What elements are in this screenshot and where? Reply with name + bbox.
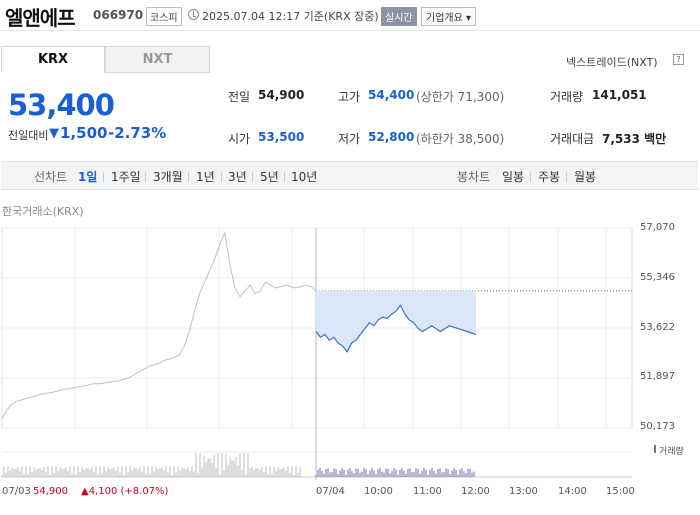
help-icon[interactable]: ? (673, 54, 684, 65)
range-separator (188, 172, 189, 182)
range-3m[interactable]: 3개월 (153, 170, 183, 184)
x-tick-label: 07/04 (316, 486, 345, 497)
volume-legend-mark (654, 445, 656, 453)
range-separator (145, 172, 146, 182)
high-value: 54,400 (368, 88, 415, 102)
amount-label: 거래대금 (550, 132, 595, 146)
chart-source-label: 한국거래소(KRX) (2, 205, 84, 218)
stock-code: 066970 (93, 8, 144, 22)
volume-value: 141,051 (592, 88, 647, 102)
change-rate: -2.73% (108, 124, 167, 142)
change-label: 전일대비 (8, 129, 49, 142)
range-separator (566, 172, 567, 182)
market-badge: 코스피 (146, 7, 182, 26)
prev-close-label: 전일 (228, 90, 251, 104)
y-tick-label: 55,346 (640, 272, 675, 283)
prev-day-date: 07/03 (2, 486, 31, 497)
range-separator (284, 172, 285, 182)
line-chart-label: 선차트 (34, 170, 68, 184)
series-line-prev-day (1, 231, 317, 419)
range-separator (221, 172, 222, 182)
y-tick-label: 51,897 (640, 371, 675, 382)
stock-name: 엘앤에프 (5, 6, 76, 30)
volume-legend: 거래량 (659, 447, 684, 457)
range-5y[interactable]: 5년 (260, 170, 279, 184)
range-toolbar (1, 161, 698, 190)
company-overview-button[interactable]: 기업개요 ▾ (421, 7, 476, 26)
x-tick-label: 10:00 (364, 486, 393, 497)
open-label: 시가 (228, 132, 251, 146)
x-tick-label: 14:00 (558, 486, 587, 497)
candle-weekly[interactable]: 주봉 (538, 170, 561, 184)
series-line-today (315, 304, 477, 353)
y-tick-label: 57,070 (640, 222, 675, 233)
range-1y[interactable]: 1년 (196, 170, 215, 184)
range-1d[interactable]: 1일 (78, 170, 98, 184)
down-arrow-icon: ▼ (49, 126, 59, 141)
x-tick-label: 13:00 (509, 486, 538, 497)
clock-icon (188, 9, 199, 20)
range-separator (530, 172, 531, 182)
candle-monthly[interactable]: 월봉 (574, 170, 597, 184)
volume-label: 거래량 (550, 90, 584, 104)
y-tick-label: 53,622 (640, 322, 675, 333)
change-value: 1,500 (60, 124, 108, 142)
x-tick-label: 15:00 (606, 486, 635, 497)
current-price: 53,400 (8, 88, 115, 122)
prev-close-value: 54,900 (258, 88, 305, 102)
x-tick-label: 11:00 (413, 486, 442, 497)
series-area-today (316, 290, 476, 352)
low-value: 52,800 (368, 130, 415, 144)
candle-daily[interactable]: 일봉 (502, 170, 525, 184)
prev-day-change: ▲4,100 (+8.07%) (81, 486, 169, 497)
tab-krx[interactable]: KRX (1, 46, 105, 73)
prev-day-price: 54,900 (33, 486, 68, 497)
range-3y[interactable]: 3년 (228, 170, 247, 184)
range-1w[interactable]: 1주일 (111, 170, 141, 184)
tab-nxt[interactable]: NXT (105, 46, 210, 73)
candle-chart-label: 봉차트 (457, 170, 491, 184)
range-10y[interactable]: 10년 (291, 170, 318, 184)
amount-value: 7,533 백만 (602, 132, 667, 146)
range-separator (103, 172, 104, 182)
datetime-text: 2025.07.04 12:17 기준(KRX 장중) (202, 10, 379, 23)
upper-limit: (상한가 71,300) (416, 90, 505, 104)
low-label: 저가 (338, 132, 361, 146)
high-label: 고가 (338, 90, 361, 104)
header-divider (0, 30, 700, 31)
nextrade-link[interactable]: 넥스트레이드(NXT) (566, 56, 658, 69)
range-separator (252, 172, 253, 182)
y-tick-label: 50,173 (640, 421, 675, 432)
lower-limit: (하한가 38,500) (416, 132, 505, 146)
x-tick-label: 12:00 (461, 486, 490, 497)
live-badge: 실시간 (381, 7, 417, 26)
open-value: 53,500 (258, 130, 305, 144)
